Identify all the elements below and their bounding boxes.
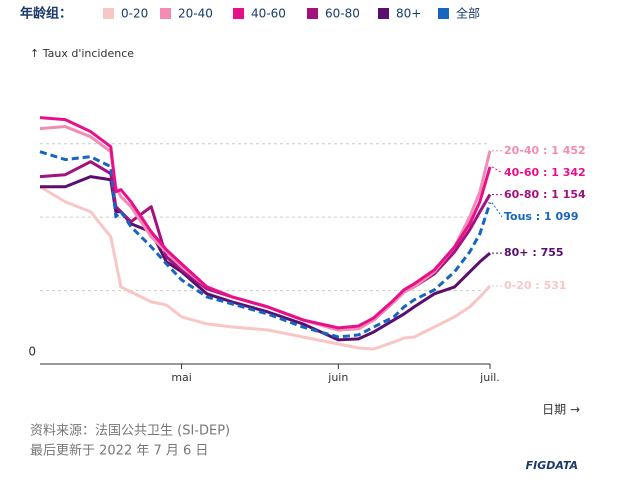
legend-label: 20-40 <box>178 7 213 21</box>
legend-swatch <box>103 8 114 19</box>
end-label: 40-60 : 1 342 <box>504 166 586 179</box>
legend-swatch <box>378 8 389 19</box>
legend-label: 60-80 <box>325 7 360 21</box>
legend-swatch <box>160 8 171 19</box>
end-label: 0-20 : 531 <box>504 279 567 292</box>
x-tick-label: juin <box>327 371 348 384</box>
x-tick-label: mai <box>171 371 192 384</box>
leader <box>492 203 502 217</box>
legend-swatch <box>438 8 449 19</box>
line <box>40 127 490 330</box>
legend-swatch <box>307 8 318 19</box>
legend-label: 40-60 <box>251 7 286 21</box>
updated: 最后更新于 2022 年 7 月 6 日 <box>30 443 208 459</box>
x-tick-label: juil. <box>479 371 500 384</box>
end-label: 20-40 : 1 452 <box>504 144 586 157</box>
legend-title: 年龄组： <box>20 6 72 22</box>
x-axis-label: 日期 → <box>542 403 580 417</box>
end-label: 80+ : 755 <box>504 246 564 259</box>
legend-label: 80+ <box>396 7 421 21</box>
legend-label: 全部 <box>456 6 480 21</box>
leader <box>492 167 502 173</box>
end-label: 60-80 : 1 154 <box>504 188 586 201</box>
end-label: Tous : 1 099 <box>504 210 578 223</box>
legend-label: 0-20 <box>121 7 148 21</box>
line <box>40 177 490 340</box>
y-tick-label: 0 <box>28 345 36 359</box>
y-axis-label: ↑ Taux d'incidence <box>30 47 134 60</box>
legend-swatch <box>233 8 244 19</box>
brand: FIGDATA <box>526 459 578 472</box>
line <box>40 187 490 349</box>
source: 资料来源：法国公共卫生 (SI-DEP) <box>30 424 230 439</box>
